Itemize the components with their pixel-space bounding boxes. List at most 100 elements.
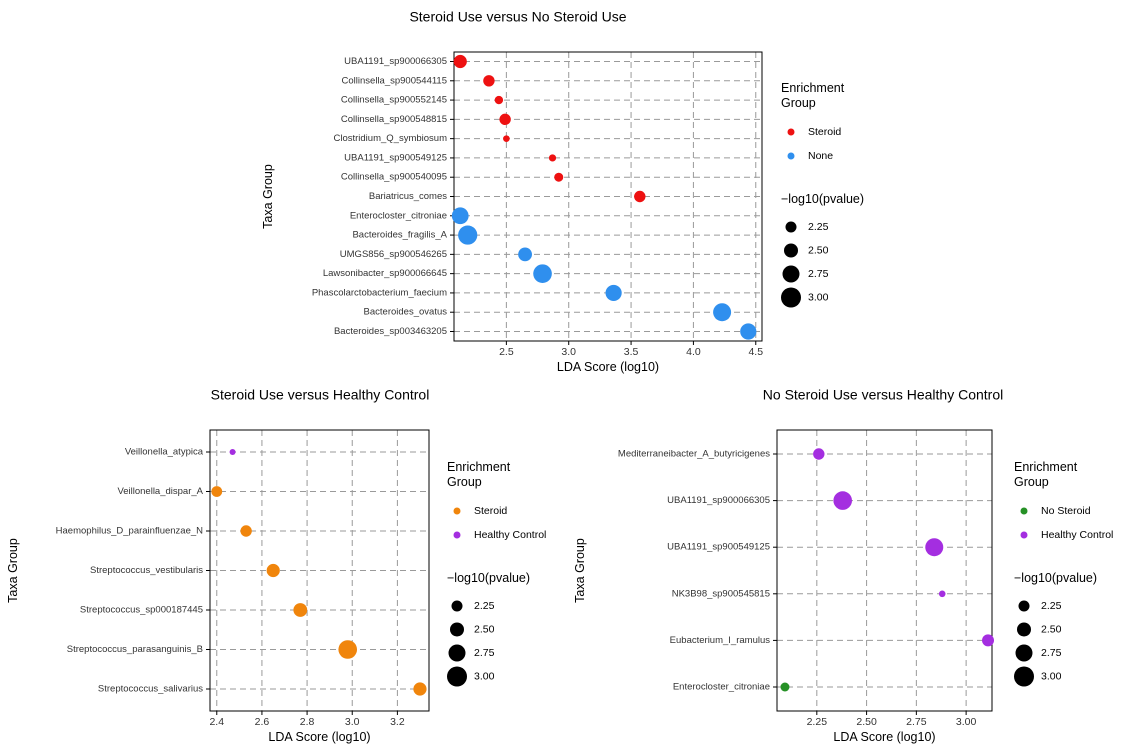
legend-size-label: 2.75 (1041, 647, 1062, 659)
y-axis-label: Taxa Group (573, 538, 587, 603)
legend-size-marker (784, 243, 798, 258)
data-point (211, 486, 223, 497)
data-point (293, 603, 308, 617)
chart-panel-1: Steroid Use versus No Steroid Use UBA1191… (261, 9, 864, 374)
y-tick-label: Collinsella_sp900552145 (341, 95, 447, 106)
y-tick-label: UBA1191_sp900549125 (667, 542, 770, 553)
x-tick-label: 3.5 (624, 346, 639, 358)
y-tick-label: Streptococcus_vestibularis (90, 565, 203, 576)
legend-group-marker (1020, 531, 1028, 539)
legend-size-marker (447, 666, 467, 687)
legend-size-marker (1015, 644, 1033, 662)
chart-panel-3: No Steroid Use versus Healthy Control Med… (573, 387, 1113, 744)
data-point (938, 590, 946, 598)
legend-title: Enrichment (1014, 460, 1078, 474)
data-point (925, 538, 944, 557)
legend-size-marker (448, 644, 466, 662)
data-point (229, 449, 236, 455)
data-point (499, 113, 511, 126)
y-tick-label: UBA1191_sp900066305 (667, 495, 770, 506)
data-point (548, 154, 557, 162)
y-tick-label: Mediterraneibacter_A_butyricigenes (618, 449, 770, 460)
plot-border (776, 429, 993, 712)
data-point (451, 207, 469, 225)
data-point (713, 303, 732, 322)
y-tick-label: Collinsella_sp900544115 (342, 75, 447, 86)
legend-group-label: Steroid (808, 126, 841, 138)
legend-size-marker (785, 221, 797, 233)
y-tick-label: Collinsella_sp900548815 (341, 114, 447, 125)
y-tick-label: Veillonella_atypica (125, 447, 204, 458)
legend-group-marker (453, 507, 461, 515)
y-axis-label: Taxa Group (6, 538, 20, 603)
y-tick-label: UBA1191_sp900066305 (344, 56, 447, 67)
x-axis-label: LDA Score (log10) (833, 730, 935, 744)
x-axis-label: LDA Score (log10) (268, 730, 370, 744)
legend-size-label: 3.00 (474, 670, 495, 682)
y-tick-label: Phascolarctobacterium_faecium (312, 287, 447, 298)
x-tick-label: 2.8 (300, 716, 315, 728)
y-tick-label: Enterocloster_citroniae (350, 210, 447, 221)
data-point (240, 525, 252, 537)
y-tick-label: Streptococcus_sp000187445 (80, 605, 203, 616)
legend-size-title: −log10(pvalue) (781, 192, 864, 206)
data-point (634, 190, 646, 203)
x-tick-label: 2.6 (255, 716, 270, 728)
data-point (605, 284, 622, 302)
y-tick-label: Enterocloster_citroniae (673, 682, 770, 693)
legend-group-label: No Steroid (1041, 505, 1091, 517)
chart-title: Steroid Use versus Healthy Control (211, 387, 430, 403)
legend-group-label: Healthy Control (474, 529, 546, 541)
data-point (780, 682, 790, 692)
x-tick-label: 2.75 (906, 716, 927, 728)
y-tick-label: Haemophilus_D_parainfluenzae_N (56, 526, 203, 537)
y-tick-label: NK3B98_sp900545815 (672, 588, 770, 599)
chart-panel-2: Steroid Use versus Healthy Control Veillo… (6, 387, 546, 744)
legend-group-marker (1020, 507, 1028, 515)
legend-size-label: 2.25 (808, 221, 829, 233)
legend-size-label: 2.25 (1041, 600, 1062, 612)
x-tick-label: 3.00 (956, 716, 977, 728)
legend-size-marker (450, 622, 464, 637)
data-point (338, 640, 358, 659)
legend-title: Group (781, 96, 816, 110)
legend-title: Enrichment (447, 460, 511, 474)
legend-size-marker (1014, 666, 1034, 687)
x-tick-label: 4.0 (686, 346, 701, 358)
legend-group-label: Steroid (474, 505, 507, 517)
legend-group-marker (787, 152, 795, 160)
x-tick-label: 2.25 (807, 716, 828, 728)
y-axis-label: Taxa Group (261, 164, 275, 229)
legend-group-marker (453, 531, 461, 539)
legend-group-marker (787, 128, 795, 136)
y-tick-label: Clostridium_Q_symbiosum (333, 133, 447, 144)
x-tick-label: 2.5 (499, 346, 514, 358)
legend-size-marker (781, 287, 801, 308)
data-point (813, 448, 825, 460)
data-point (503, 135, 510, 142)
y-tick-label: Eubacterium_I_ramulus (670, 635, 771, 646)
legend-size-title: −log10(pvalue) (447, 571, 530, 585)
data-point (413, 682, 427, 696)
legend-size-label: 2.50 (1041, 623, 1062, 635)
legend-size-title: −log10(pvalue) (1014, 571, 1097, 585)
y-tick-label: Bacteroides_ovatus (364, 307, 448, 318)
y-tick-label: Bacteroides_sp003463205 (334, 326, 447, 337)
legend-size-label: 2.75 (808, 268, 829, 280)
legend-size-label: 2.50 (808, 244, 829, 256)
legend-size-marker (1018, 600, 1030, 612)
data-point (483, 75, 495, 87)
data-point (554, 172, 564, 182)
data-point (494, 95, 504, 105)
data-point (518, 247, 532, 262)
x-tick-label: 4.5 (748, 346, 763, 358)
y-tick-label: Veillonella_dispar_A (117, 486, 203, 497)
chart-title: No Steroid Use versus Healthy Control (763, 387, 1003, 403)
legend-group-label: None (808, 150, 833, 162)
legend-size-label: 2.50 (474, 623, 495, 635)
y-tick-label: Collinsella_sp900540095 (341, 172, 447, 183)
data-point (740, 323, 757, 340)
